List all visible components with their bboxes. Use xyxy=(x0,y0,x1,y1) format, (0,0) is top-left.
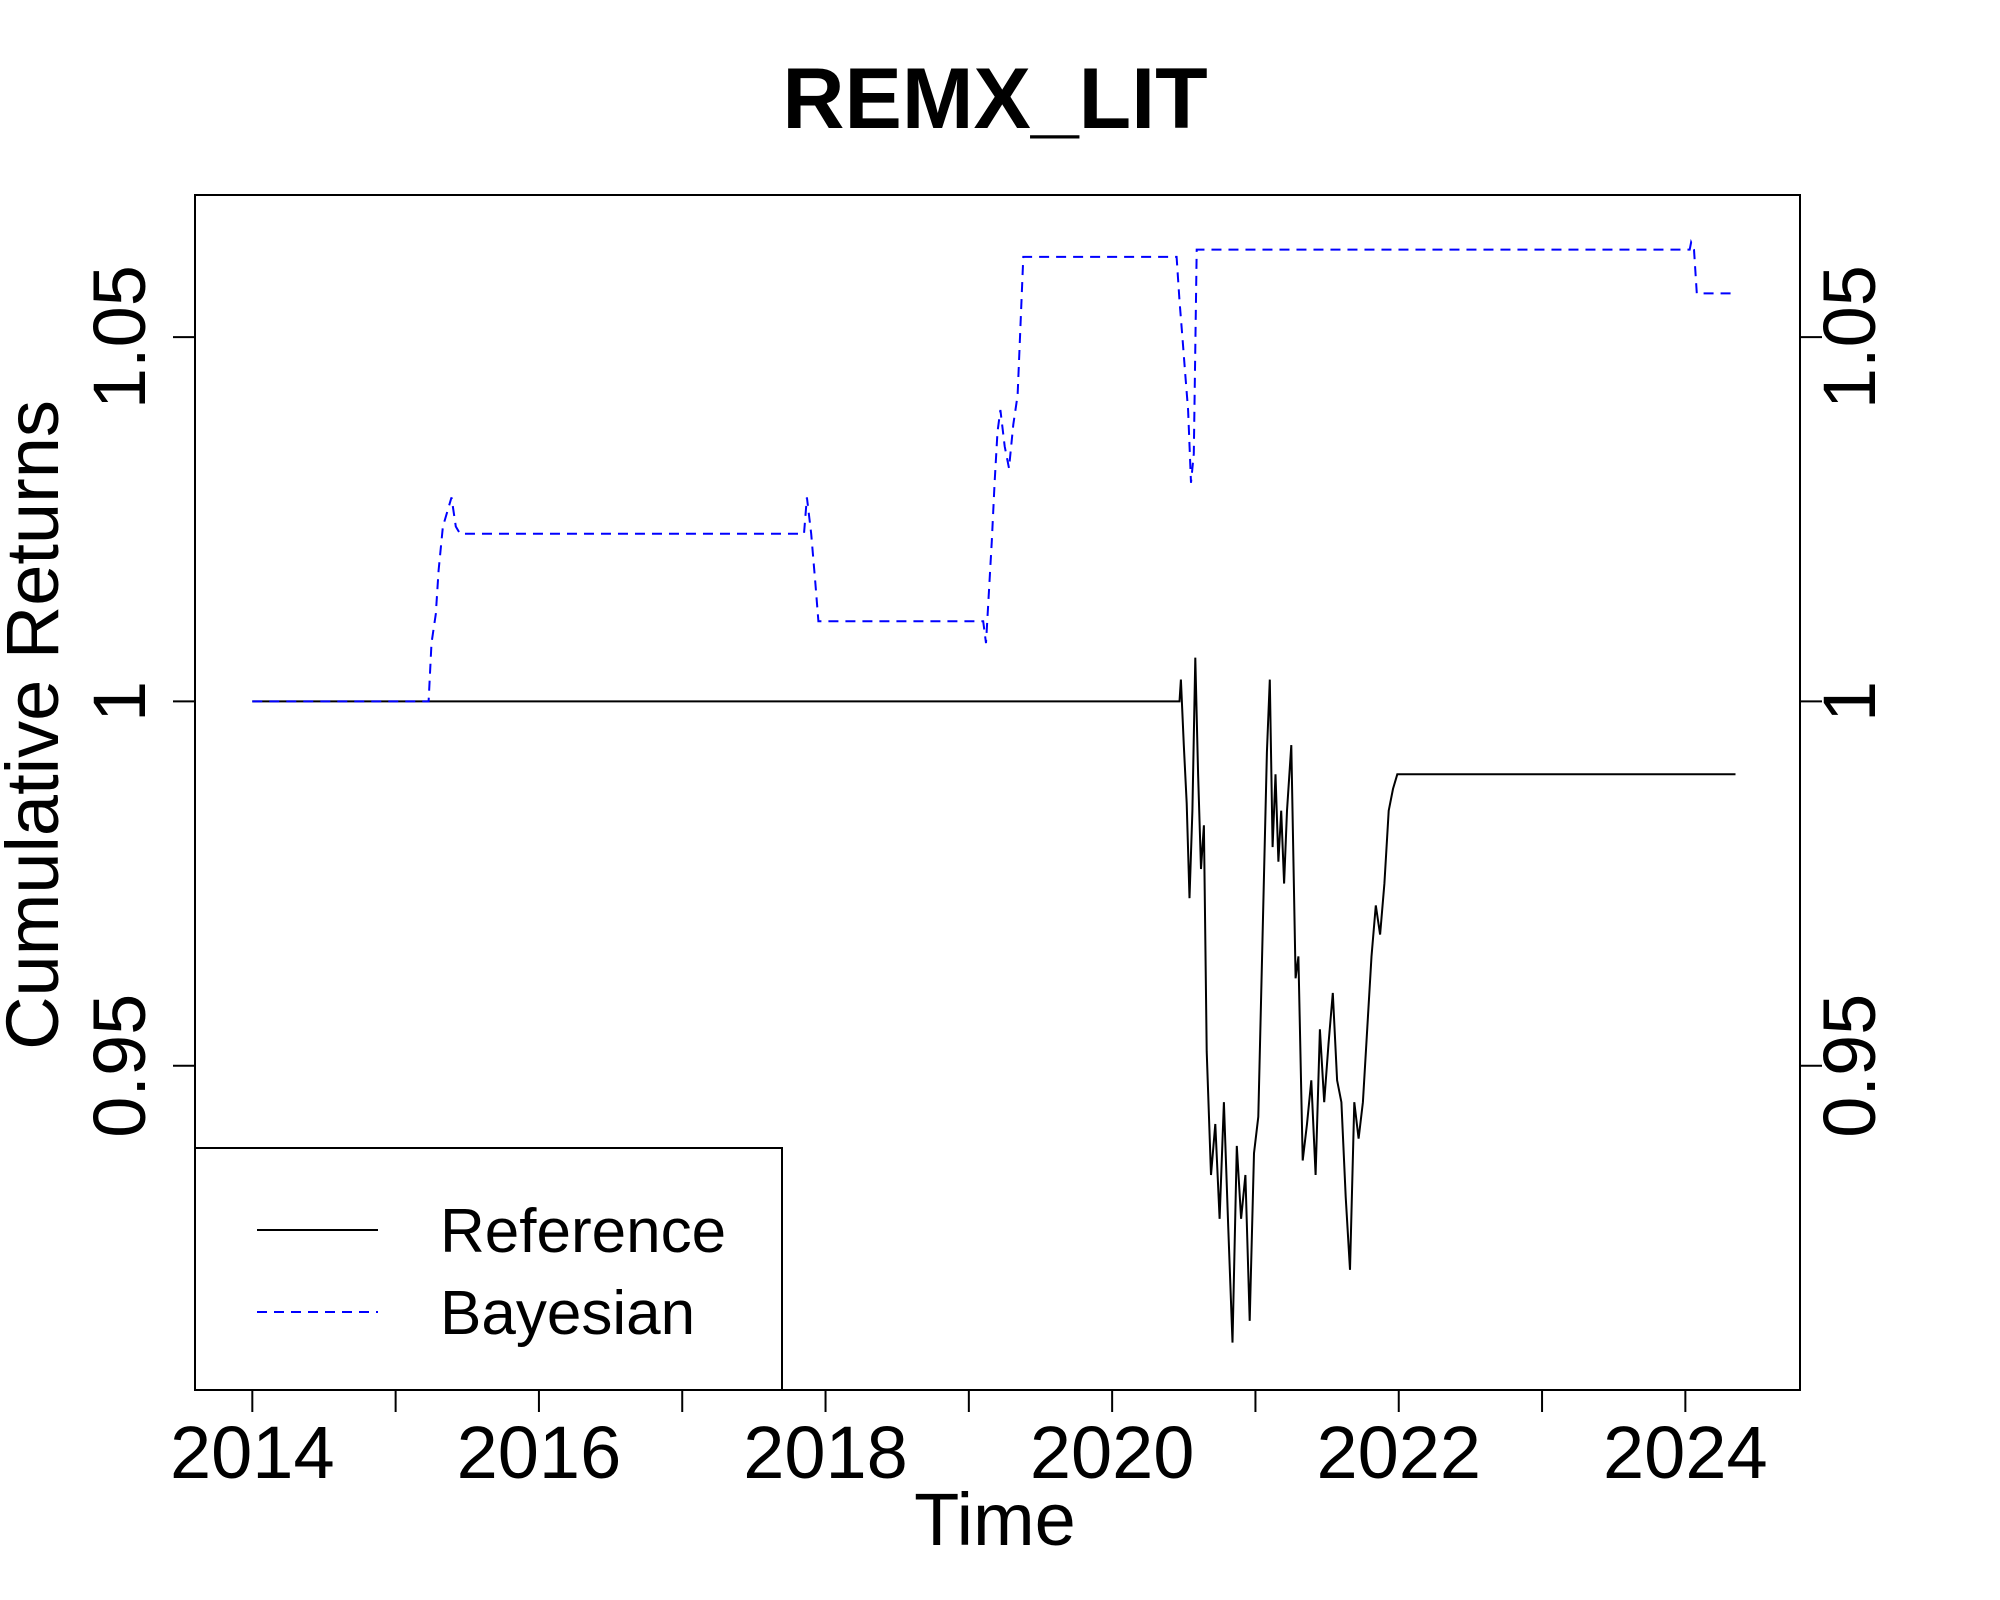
x-tick-label: 2014 xyxy=(170,1411,335,1494)
y-tick-label-left: 1.05 xyxy=(78,265,161,409)
y-axis-right: 0.95 1 1.05 xyxy=(1800,265,1891,1138)
x-tick-label: 2018 xyxy=(743,1411,908,1494)
legend-label-bayesian: Bayesian xyxy=(440,1279,695,1348)
y-axis-label: Cumulative Returns xyxy=(0,400,74,1050)
legend: Reference Bayesian xyxy=(194,1147,783,1391)
x-tick-label: 2022 xyxy=(1316,1411,1481,1494)
x-tick-label: 2020 xyxy=(1030,1411,1195,1494)
y-axis-left: 0.95 1 1.05 xyxy=(78,265,195,1138)
y-tick-label-right: 1.05 xyxy=(1808,265,1891,409)
x-axis: 2014 2016 2018 2020 2022 2024 xyxy=(170,1390,1768,1494)
series-line-reference xyxy=(252,657,1736,1343)
plot-frame xyxy=(194,194,1801,1391)
x-axis-label: Time xyxy=(914,1478,1076,1561)
legend-label-reference: Reference xyxy=(440,1197,726,1266)
x-tick-label: 2024 xyxy=(1603,1411,1768,1494)
y-tick-label-left: 1 xyxy=(78,681,161,722)
x-tick-label: 2016 xyxy=(457,1411,622,1494)
y-tick-label-left: 0.95 xyxy=(78,994,161,1138)
legend-box xyxy=(194,1147,783,1391)
series-layer xyxy=(252,238,1736,1343)
chart-title: REMX_LIT xyxy=(782,51,1207,147)
y-tick-label-right: 0.95 xyxy=(1808,994,1891,1138)
series-line-bayesian xyxy=(252,238,1736,703)
y-tick-label-right: 1 xyxy=(1808,681,1891,722)
